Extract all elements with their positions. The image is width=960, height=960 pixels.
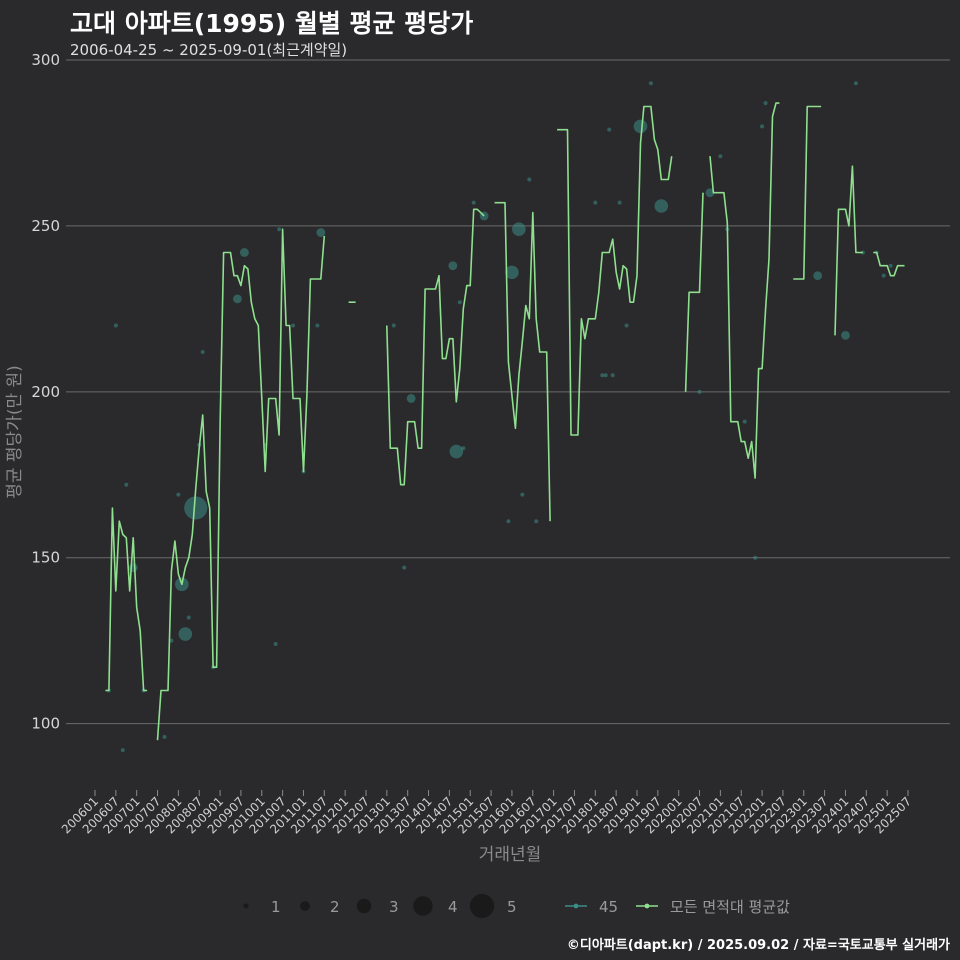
chart-title: 고대 아파트(1995) 월별 평균 평당가	[70, 9, 474, 38]
legend-size-label: 1	[271, 898, 281, 916]
data-point	[184, 496, 208, 520]
data-point	[697, 389, 702, 394]
data-point	[534, 519, 539, 524]
data-point	[239, 248, 249, 257]
data-point	[169, 638, 174, 643]
average-line-segment	[834, 165, 863, 336]
legend-size-key	[469, 893, 495, 919]
y-tick-label: 250	[31, 217, 60, 235]
data-point	[841, 331, 850, 340]
data-point	[120, 748, 125, 753]
data-point	[200, 350, 205, 354]
data-point	[600, 373, 605, 378]
data-point	[273, 642, 278, 646]
data-point	[315, 323, 320, 328]
data-point	[512, 222, 526, 237]
data-point	[406, 394, 416, 403]
average-line-series	[105, 102, 905, 741]
y-tick-label: 200	[31, 383, 60, 401]
data-point	[520, 492, 525, 497]
y-tick-label: 300	[31, 51, 60, 69]
size-points-series	[106, 81, 893, 753]
data-point	[860, 250, 865, 255]
data-point	[505, 265, 519, 280]
legend-point-key	[573, 903, 579, 909]
data-point	[603, 373, 608, 378]
data-point	[760, 124, 765, 129]
data-point	[113, 323, 118, 328]
average-line-segment	[494, 201, 551, 522]
data-point	[128, 563, 138, 573]
data-point	[753, 555, 758, 560]
data-point	[705, 188, 715, 198]
legend-size-label: 3	[389, 898, 399, 916]
average-line-segment	[156, 228, 326, 741]
data-point	[624, 323, 629, 328]
legend-series-label: 모든 면적대 평균값	[670, 898, 790, 916]
data-point	[593, 200, 598, 205]
data-point	[186, 615, 191, 620]
legend-size-label: 4	[448, 898, 458, 916]
data-point	[607, 127, 612, 132]
data-point	[654, 199, 669, 213]
data-point	[448, 261, 458, 271]
data-point	[633, 119, 648, 134]
legend-size-label: 5	[507, 898, 517, 916]
data-point	[742, 419, 747, 424]
data-point	[471, 200, 476, 205]
data-point	[277, 227, 282, 232]
data-point	[617, 200, 622, 205]
y-tick-label: 100	[31, 715, 60, 733]
data-point	[763, 101, 768, 106]
data-point	[461, 446, 466, 451]
data-point	[506, 519, 511, 524]
data-point	[853, 81, 858, 86]
average-line-segment	[557, 105, 673, 436]
data-point	[610, 373, 615, 378]
average-line-segment	[105, 507, 148, 692]
grid-lines	[66, 59, 950, 725]
legend-size-key	[243, 903, 249, 909]
data-point	[813, 271, 823, 281]
average-line-segment	[386, 208, 485, 486]
x-tick-labels: 2006012006072007012007072008012008072009…	[59, 790, 914, 837]
data-point	[449, 444, 464, 459]
data-point	[291, 323, 296, 328]
data-point	[176, 492, 181, 497]
data-point	[881, 273, 886, 278]
y-tick-label: 150	[31, 549, 60, 567]
data-point	[402, 565, 407, 570]
legend-size-key	[300, 901, 310, 911]
data-point	[233, 294, 242, 304]
data-point	[648, 81, 653, 86]
data-point	[316, 228, 326, 237]
data-point	[178, 627, 193, 641]
average-line-segment	[873, 251, 905, 277]
data-point	[124, 482, 129, 487]
x-axis-title: 거래년월	[479, 845, 542, 865]
average-line-segment	[709, 102, 780, 479]
data-point	[391, 323, 396, 328]
chart-legend: 1 2 3 4 5 45 모든 면적대 평균값	[243, 893, 790, 919]
legend-size-label: 2	[330, 898, 340, 916]
chart-subtitle: 2006-04-25 ~ 2025-09-01(최근계약일)	[70, 41, 348, 59]
average-line-segment	[684, 192, 704, 392]
data-point	[888, 263, 893, 268]
data-point	[718, 154, 723, 159]
y-axis-title: 평균 평당가(만 원)	[5, 365, 25, 499]
source-caption: ©디아파트(dapt.kr) / 2025.09.02 / 자료=국토교통부 실…	[566, 938, 950, 953]
data-point	[527, 177, 532, 182]
legend-size-key	[356, 898, 372, 914]
y-tick-labels: 100 150 200 250 300	[31, 51, 60, 733]
legend-series-label: 45	[599, 898, 618, 916]
data-point	[162, 734, 167, 739]
legend-size-key	[413, 896, 433, 916]
average-line-segment	[793, 105, 822, 280]
legend-point-key	[644, 903, 650, 909]
data-point	[457, 300, 462, 305]
